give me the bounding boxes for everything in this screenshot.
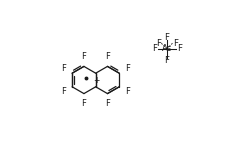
Text: As: As xyxy=(162,44,172,53)
Text: F: F xyxy=(177,44,182,53)
Text: F: F xyxy=(105,99,110,108)
Text: +: + xyxy=(93,76,99,85)
Text: F: F xyxy=(82,52,86,61)
Text: F: F xyxy=(156,39,161,48)
Text: F: F xyxy=(61,87,66,96)
Text: F: F xyxy=(125,87,130,96)
Text: F: F xyxy=(164,56,169,65)
Text: F: F xyxy=(82,99,86,108)
Text: F: F xyxy=(164,33,169,42)
Text: F: F xyxy=(125,64,130,73)
Text: F: F xyxy=(152,44,157,53)
Text: F: F xyxy=(61,64,66,73)
Text: F: F xyxy=(105,52,110,61)
Text: F: F xyxy=(173,39,178,48)
